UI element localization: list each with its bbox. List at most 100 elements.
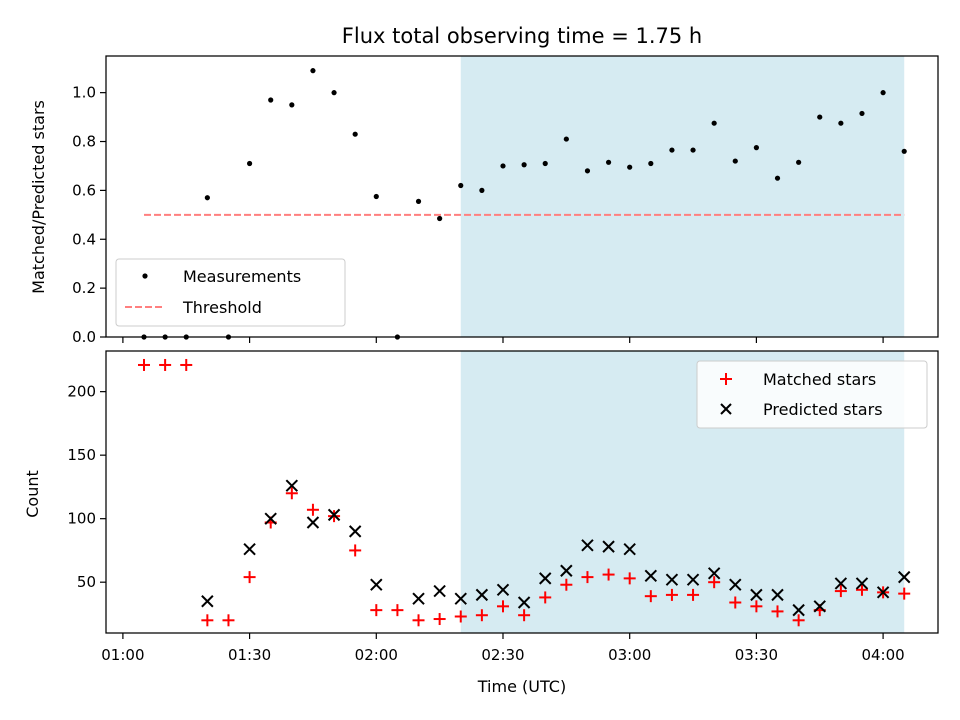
matched-star-point	[349, 544, 362, 557]
predicted-star-point	[834, 577, 848, 590]
x-tick-label: 04:00	[861, 646, 904, 664]
measurement-point	[458, 182, 464, 189]
matched-star-point	[750, 600, 763, 613]
matched-star-point	[180, 358, 193, 371]
predicted-star-point	[412, 592, 425, 605]
matched-star-point	[306, 503, 319, 516]
matched-star-point	[539, 591, 552, 604]
predicted-stars-points	[201, 479, 911, 617]
bottom-y-axis-label: Count	[23, 470, 42, 518]
y-tick-label: 150	[67, 446, 96, 464]
measurement-point	[479, 187, 485, 193]
bottom-plot-frame	[105, 350, 939, 634]
bottom-legend: Matched stars Predicted stars	[696, 360, 928, 429]
predicted-star-point	[517, 596, 531, 609]
legend-predicted-label: Predicted stars	[763, 400, 883, 419]
measurement-point	[669, 147, 675, 153]
predicted-star-point	[792, 603, 805, 617]
predicted-star-point	[327, 508, 341, 522]
measurement-point	[711, 120, 717, 126]
predicted-star-point	[475, 588, 489, 602]
matched-star-point	[898, 587, 911, 600]
predicted-star-point	[707, 567, 721, 580]
matched-star-point	[475, 609, 488, 622]
y-tick-label: 100	[67, 510, 96, 528]
matched-star-point	[834, 585, 847, 598]
bottom-legend-box	[696, 360, 928, 429]
measurement-point	[373, 193, 379, 200]
bottom-y-axis-ticks: 50 100 150 200	[67, 383, 106, 591]
measurement-point	[838, 120, 844, 126]
top-legend-box	[115, 258, 346, 327]
measurement-point	[352, 131, 358, 137]
matched-star-point	[665, 588, 678, 601]
matched-star-point	[602, 568, 615, 581]
measurement-point	[331, 90, 337, 96]
measurement-point	[627, 164, 633, 170]
x-tick-label: 02:00	[355, 646, 398, 664]
measurement-point	[268, 97, 274, 103]
matched-star-point	[454, 610, 467, 623]
bottom-panel: 50 100 150 200 01:00 01:30 02:00 02:30 03:00 03:…	[23, 350, 939, 696]
matched-star-point	[560, 578, 573, 591]
predicted-star-point	[686, 573, 700, 586]
measurement-point	[542, 160, 548, 167]
predicted-star-point	[264, 512, 277, 525]
y-tick-label: 0.2	[72, 279, 96, 297]
x-tick-label: 01:30	[228, 646, 271, 664]
measurement-point	[584, 168, 591, 174]
matched-star-point	[285, 487, 298, 500]
x-axis-label: Time (UTC)	[477, 677, 566, 696]
bottom-x-axis-ticks: 01:00 01:30 02:00 02:30 03:00 03:30 04:00	[101, 633, 905, 664]
predicted-star-point	[285, 479, 299, 492]
measurement-point	[648, 160, 654, 167]
predicted-star-point	[750, 588, 763, 602]
predicted-star-point	[729, 578, 742, 591]
measurement-point	[859, 110, 865, 117]
matched-star-point	[623, 572, 636, 585]
predicted-star-point	[348, 525, 362, 538]
matched-star-point	[518, 609, 531, 622]
matched-star-point	[708, 576, 721, 589]
measurement-point	[732, 158, 738, 164]
predicted-star-point	[243, 542, 256, 556]
predicted-star-point	[898, 570, 911, 584]
measurement-point	[880, 90, 886, 96]
matched-star-point	[433, 613, 446, 626]
predicted-star-point	[644, 569, 658, 583]
predicted-star-point	[560, 564, 573, 577]
legend-predicted-marker	[720, 403, 732, 415]
y-tick-label: 0.8	[72, 133, 96, 151]
matched-star-point	[243, 571, 256, 584]
y-tick-label: 0.6	[72, 181, 96, 199]
predicted-star-point	[855, 577, 869, 590]
measurement-point	[901, 148, 907, 154]
measurement-point	[817, 114, 823, 120]
measurement-point	[415, 198, 422, 204]
measurement-point	[246, 160, 253, 167]
top-panel: Flux total observing time = 1.75 h 0.00.…	[29, 24, 939, 346]
matched-star-point	[644, 590, 657, 603]
top-y-axis-ticks: 0.0 0.2 0.4 0.6 0.8 1.0	[72, 84, 106, 346]
legend-threshold-label: Threshold	[182, 298, 262, 317]
matched-star-point	[138, 358, 151, 371]
x-tick-label: 03:30	[735, 646, 778, 664]
measurement-point	[500, 163, 506, 169]
measurement-point	[437, 215, 443, 222]
matched-star-point	[222, 614, 235, 627]
top-y-axis-label: Matched/Predicted stars	[29, 100, 48, 294]
top-x-axis-ticks	[122, 337, 884, 343]
measurement-point	[774, 175, 781, 181]
measurement-point	[753, 145, 759, 151]
measurement-point	[204, 195, 210, 201]
predicted-star-point	[539, 572, 552, 585]
legend-measurements-marker	[142, 273, 148, 279]
predicted-star-point	[454, 592, 467, 605]
matched-star-point	[792, 614, 805, 627]
matched-star-point	[391, 604, 404, 617]
x-tick-label: 02:30	[481, 646, 524, 664]
y-tick-label: 1.0	[72, 84, 96, 102]
y-tick-label: 0.0	[72, 328, 96, 346]
measurement-point	[310, 68, 316, 74]
matched-star-point	[370, 604, 383, 617]
